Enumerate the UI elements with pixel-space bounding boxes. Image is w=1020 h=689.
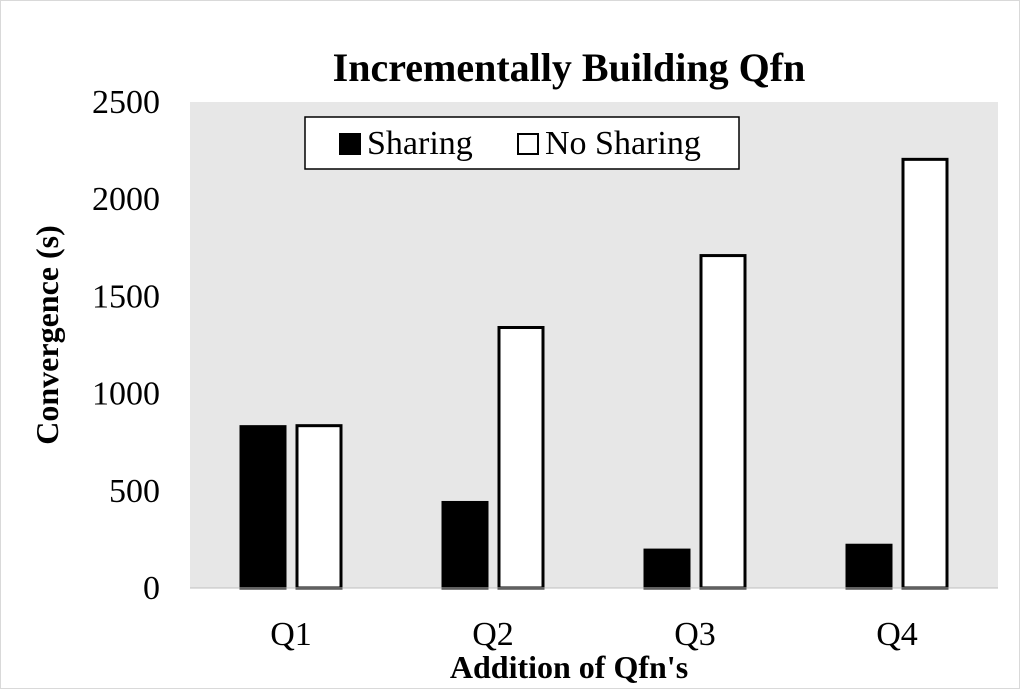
bar-no-sharing-q4 xyxy=(901,157,949,590)
y-tick-label: 0 xyxy=(143,570,160,607)
bar-sharing-q4 xyxy=(845,543,893,590)
y-tick-labels: 0 500 1000 1500 2000 2500 xyxy=(92,84,160,607)
bar-no-sharing-q2 xyxy=(497,326,545,590)
y-tick-label: 2000 xyxy=(92,181,160,218)
chart-title: Incrementally Building Qfn xyxy=(333,45,806,90)
bar-no-sharing-q3 xyxy=(699,254,747,590)
x-tick-labels: Q1 Q2 Q3 Q4 xyxy=(270,616,918,653)
x-tick-label: Q3 xyxy=(674,616,716,653)
legend-swatch-no-sharing xyxy=(517,133,539,155)
y-tick-label: 1000 xyxy=(92,376,160,413)
y-tick-label: 1500 xyxy=(92,278,160,315)
x-tick-label: Q4 xyxy=(876,616,918,653)
x-axis-title: Addition of Qfn's xyxy=(450,649,688,685)
bar-no-sharing-q1 xyxy=(295,424,343,590)
bars-group xyxy=(239,157,949,590)
bar-sharing-q1 xyxy=(239,425,287,590)
y-tick-label: 500 xyxy=(109,473,160,510)
y-tick-label: 2500 xyxy=(92,84,160,121)
legend: Sharing No Sharing xyxy=(304,116,740,170)
bar-sharing-q2 xyxy=(441,500,489,590)
y-axis-title: Convergence (s) xyxy=(29,225,65,444)
x-tick-label: Q1 xyxy=(270,616,312,653)
legend-label-no-sharing: No Sharing xyxy=(545,125,701,162)
bar-sharing-q3 xyxy=(643,548,691,590)
legend-label-sharing: Sharing xyxy=(367,125,473,162)
x-tick-label: Q2 xyxy=(472,616,514,653)
legend-swatch-sharing xyxy=(339,133,361,155)
